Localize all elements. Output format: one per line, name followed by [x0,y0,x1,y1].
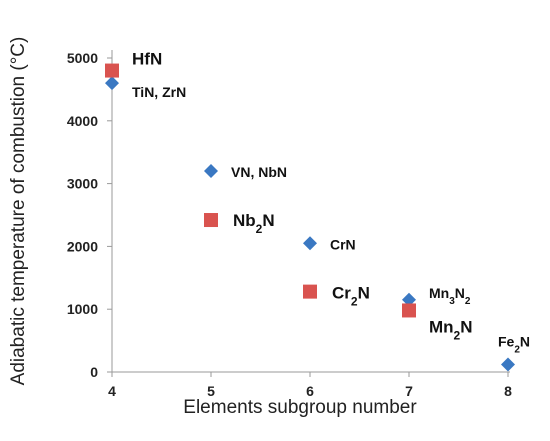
data-label: HfN [132,50,162,69]
x-ticks: 4 5 6 7 8 [108,372,512,399]
y-tick-label: 3000 [67,176,98,192]
data-label: Mn2N [429,317,473,342]
x-tick-label: 5 [207,383,215,399]
diamond-point [105,76,119,91]
diamond-point [402,292,416,307]
data-label: Fe2N [498,333,530,355]
y-axis-title: Adiabatic temperature of combustion (°C) [8,37,29,386]
y-ticks: 0 1000 2000 3000 4000 5000 [67,50,112,380]
x-tick-label: 6 [306,383,314,399]
data-label: TiN, ZrN [132,84,186,100]
data-label: Cr2N [332,284,370,309]
data-label: CrN [330,236,356,252]
y-tick-label: 1000 [67,301,98,317]
x-tick-label: 4 [108,383,116,399]
y-tick-label: 2000 [67,238,98,254]
data-label: Mn3N2 [429,285,471,307]
axes [111,50,510,373]
x-axis-title: Elements subgroup number [183,397,417,418]
data-marks [105,63,515,372]
square-point [303,284,317,299]
diamond-point [303,236,317,251]
diamond-point [501,357,515,372]
y-tick-label: 4000 [67,113,98,129]
y-tick-label: 0 [90,364,98,380]
y-tick-label: 5000 [67,50,98,66]
data-label: VN, NbN [231,164,287,180]
data-labels: TiN, ZrN VN, NbN CrN Mn3N2 Fe2N HfN Nb2N Cr2N Mn… [132,50,530,355]
data-label: Nb2N [233,211,275,236]
square-point [402,303,416,318]
x-tick-label: 8 [504,383,512,399]
diamond-point [204,164,218,179]
x-tick-label: 7 [405,383,413,399]
square-point [204,213,218,228]
square-point [105,63,119,78]
